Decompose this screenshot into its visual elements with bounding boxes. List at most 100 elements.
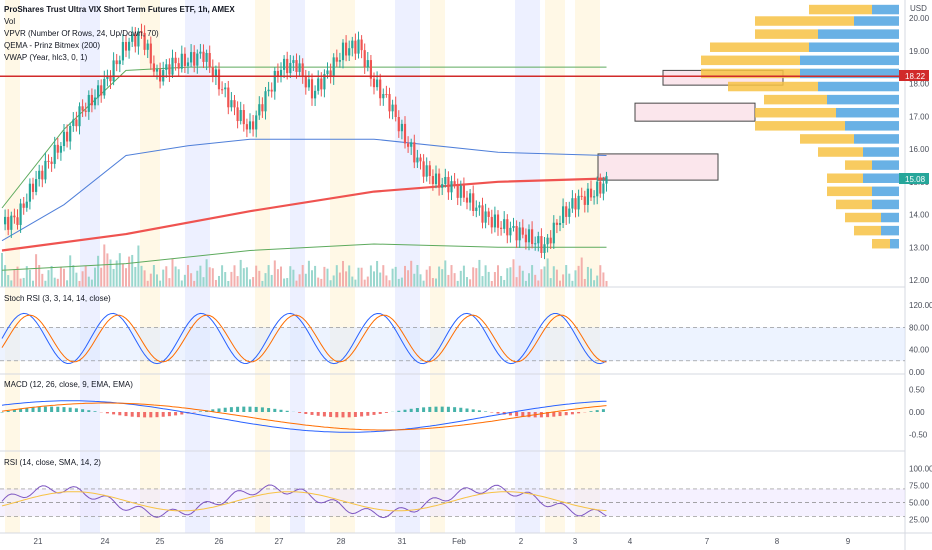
volume-bar	[583, 278, 586, 287]
candle-body	[171, 57, 174, 75]
macd-histogram-bar	[174, 412, 178, 416]
profile-bar-down	[827, 186, 872, 197]
price-tick: 13.00	[909, 243, 930, 252]
macd-histogram-bar	[347, 412, 351, 418]
volume-bar	[168, 278, 171, 287]
stoch-rsi-pane[interactable]	[0, 312, 905, 365]
candle-body	[444, 176, 447, 185]
time-axis[interactable]: 21 24 25 26 27 28 31 Feb 2 3 4 7 8 9	[34, 537, 851, 546]
rsi-sma-line	[1, 491, 607, 512]
candle-body	[351, 40, 354, 49]
candle-body	[602, 183, 605, 194]
macd-histogram-bar	[384, 412, 388, 413]
volume-bar	[559, 280, 561, 287]
volume-bar	[75, 272, 78, 287]
volume-bar	[233, 265, 236, 287]
volume-bar	[459, 270, 462, 287]
candle-body	[217, 69, 221, 90]
candle-body	[431, 176, 434, 185]
candle-body	[354, 40, 357, 54]
profile-bar-down	[818, 147, 863, 157]
macd-histogram-bar	[335, 412, 339, 418]
volume-bar	[13, 269, 16, 287]
macd-histogram-bar	[397, 410, 401, 412]
candle-body	[428, 165, 431, 177]
candle-body	[338, 60, 341, 62]
volume-bar	[369, 265, 372, 287]
volume-bar	[7, 275, 10, 287]
volume-bar	[444, 260, 447, 287]
volume-bar	[295, 280, 298, 287]
volume-bar	[270, 274, 273, 287]
volume-bar	[25, 266, 28, 287]
candle-body	[531, 229, 534, 245]
indicator-label-vol: Vol	[4, 17, 15, 26]
candle-body	[165, 64, 168, 70]
candle-body	[372, 78, 376, 88]
volume-bar	[462, 265, 465, 287]
volume-bar	[134, 266, 137, 287]
volume-bar	[264, 273, 267, 287]
candle-body	[7, 216, 10, 230]
candle-body	[524, 234, 527, 243]
volume-bar	[267, 265, 270, 287]
candle-body	[152, 63, 155, 72]
volume-bar	[84, 265, 87, 287]
volume-bar	[19, 278, 22, 287]
candle-body	[180, 53, 183, 69]
macd-histogram-bar	[601, 409, 605, 412]
candle-body	[456, 184, 459, 198]
volume-bar	[388, 280, 391, 287]
candle-body	[276, 70, 279, 77]
macd-histogram-bar	[50, 406, 54, 412]
profile-bar-up	[827, 94, 899, 105]
macd-histogram-bar	[577, 412, 581, 414]
volume-bar	[94, 267, 96, 287]
candle-body	[549, 237, 552, 244]
volume-bar	[450, 265, 453, 287]
volume-bar	[41, 273, 44, 287]
volume-bar	[304, 273, 307, 287]
volume-bar	[50, 265, 53, 287]
macd-histogram-bar	[409, 408, 413, 412]
volume-bar	[404, 265, 406, 287]
volume-bar	[72, 265, 75, 287]
candle-body	[472, 193, 475, 212]
candle-body	[317, 78, 320, 91]
macd-histogram-bar	[211, 409, 215, 412]
volume-bar	[435, 278, 437, 287]
rsi-pane[interactable]	[0, 484, 905, 519]
macd-histogram-bar	[564, 412, 568, 416]
macd-histogram-bar	[496, 412, 500, 414]
price-axis[interactable]: 20.0019.0018.0017.0016.0015.0014.0013.00…	[909, 14, 932, 525]
macd-histogram-bar	[118, 412, 122, 416]
candle-body	[273, 70, 276, 92]
volume-bar	[171, 258, 174, 287]
macd-histogram-bar	[279, 409, 283, 412]
macd-histogram-bar	[595, 410, 599, 412]
candle-body	[465, 197, 469, 203]
candles	[4, 23, 608, 260]
time-tick: 4	[628, 537, 633, 546]
volume-bar	[196, 270, 199, 287]
candle-body	[38, 170, 41, 180]
macd-histogram-bar	[198, 411, 202, 412]
volume-bar	[298, 274, 301, 287]
candle-body	[205, 53, 208, 62]
volume-bar	[497, 265, 499, 287]
volume-bar	[78, 280, 81, 287]
volume-bar	[239, 259, 242, 287]
macd-pane[interactable]	[0, 400, 607, 433]
volume-bar	[376, 260, 379, 287]
candle-body	[44, 160, 47, 180]
macd-histogram-bar	[422, 407, 426, 412]
candle-body	[168, 64, 171, 75]
price-tick: 18.00	[909, 80, 930, 89]
volume-bar	[59, 266, 62, 287]
profile-bar-down	[854, 225, 881, 236]
candle-body	[419, 157, 422, 162]
price-pane[interactable]	[0, 4, 905, 287]
macd-histogram-bar	[322, 412, 326, 417]
session-shading	[5, 0, 600, 533]
